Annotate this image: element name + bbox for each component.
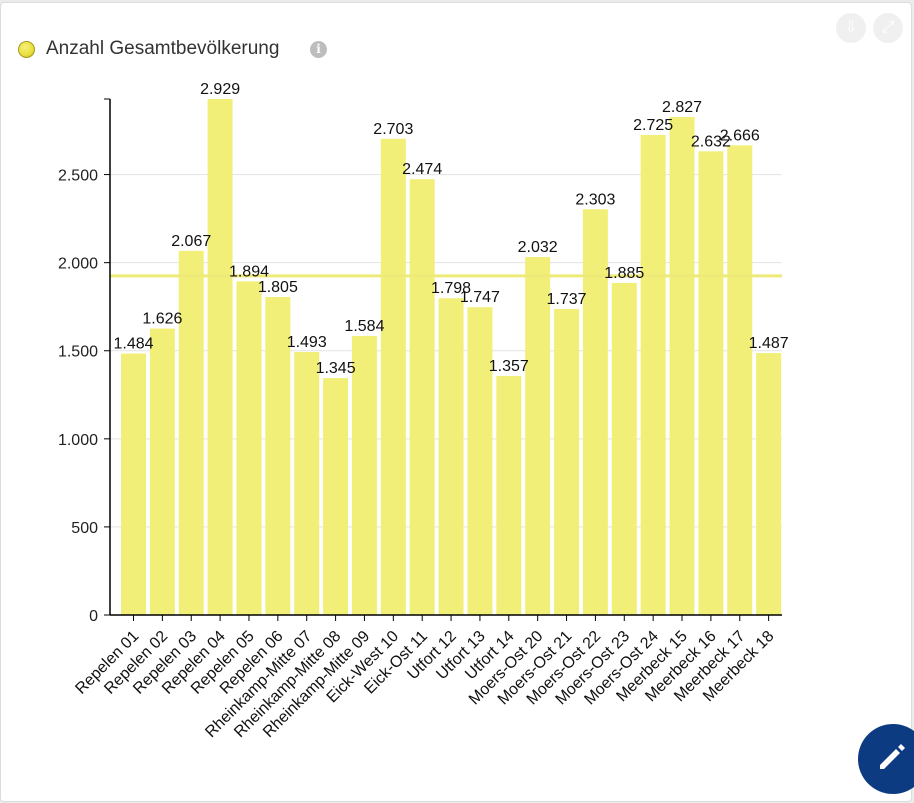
y-tick-label: 2.000 — [58, 256, 98, 273]
bar[interactable] — [756, 353, 782, 615]
edit-button[interactable] — [858, 724, 914, 794]
bar[interactable] — [640, 134, 666, 616]
bar[interactable] — [149, 328, 175, 615]
data-label: 1.747 — [460, 289, 500, 306]
bar[interactable] — [409, 179, 435, 615]
bar[interactable] — [467, 307, 493, 615]
bar[interactable] — [727, 145, 753, 616]
data-label: 2.929 — [200, 81, 240, 98]
data-label: 1.737 — [547, 291, 587, 308]
expand-icon[interactable]: ⤢ — [873, 13, 903, 43]
data-label: 1.798 — [431, 280, 471, 297]
y-tick-label: 2.500 — [58, 168, 98, 185]
bar[interactable] — [611, 282, 637, 615]
data-label: 2.067 — [171, 233, 211, 250]
info-icon[interactable]: i — [310, 41, 327, 58]
data-label: 1.584 — [344, 318, 384, 335]
pencil-icon — [880, 744, 905, 769]
data-label: 1.626 — [142, 311, 182, 328]
bar[interactable] — [669, 116, 695, 616]
bar[interactable] — [323, 378, 349, 615]
bar[interactable] — [698, 151, 724, 615]
bar[interactable] — [380, 138, 406, 615]
bar[interactable] — [207, 99, 233, 615]
bar[interactable] — [554, 308, 580, 615]
data-label: 1.885 — [604, 265, 644, 282]
bar[interactable] — [178, 250, 204, 615]
data-label: 1.357 — [489, 358, 529, 375]
data-label: 2.632 — [691, 133, 731, 150]
y-tick-label: 1.000 — [58, 432, 98, 449]
y-tick-label: 500 — [71, 520, 98, 537]
data-label: 2.827 — [662, 99, 702, 116]
data-label: 2.032 — [518, 239, 558, 256]
download-icon[interactable]: ⇩ — [836, 13, 866, 43]
data-label: 1.894 — [229, 263, 269, 280]
data-label: 2.474 — [402, 161, 442, 178]
data-label: 1.484 — [113, 336, 153, 353]
y-tick-label: 0 — [89, 608, 98, 625]
data-label: 1.345 — [316, 360, 356, 377]
data-label: 1.487 — [749, 335, 789, 352]
data-label: 1.805 — [258, 279, 298, 296]
data-label: 2.725 — [633, 117, 673, 134]
bar[interactable] — [351, 335, 377, 615]
data-label: 2.703 — [373, 121, 413, 138]
bar[interactable] — [525, 257, 551, 615]
data-label: 2.303 — [575, 191, 615, 208]
bar[interactable] — [236, 281, 262, 615]
bar[interactable] — [294, 351, 320, 615]
legend-marker[interactable] — [18, 41, 35, 58]
bar[interactable] — [496, 375, 522, 615]
bar[interactable] — [121, 353, 146, 615]
bar[interactable] — [438, 298, 464, 615]
data-label: 2.666 — [720, 127, 760, 144]
chart-title: Anzahl Gesamtbevölkerung — [46, 38, 280, 59]
y-tick-label: 1.500 — [58, 344, 98, 361]
bar[interactable] — [265, 297, 291, 615]
data-label: 1.493 — [287, 334, 327, 351]
